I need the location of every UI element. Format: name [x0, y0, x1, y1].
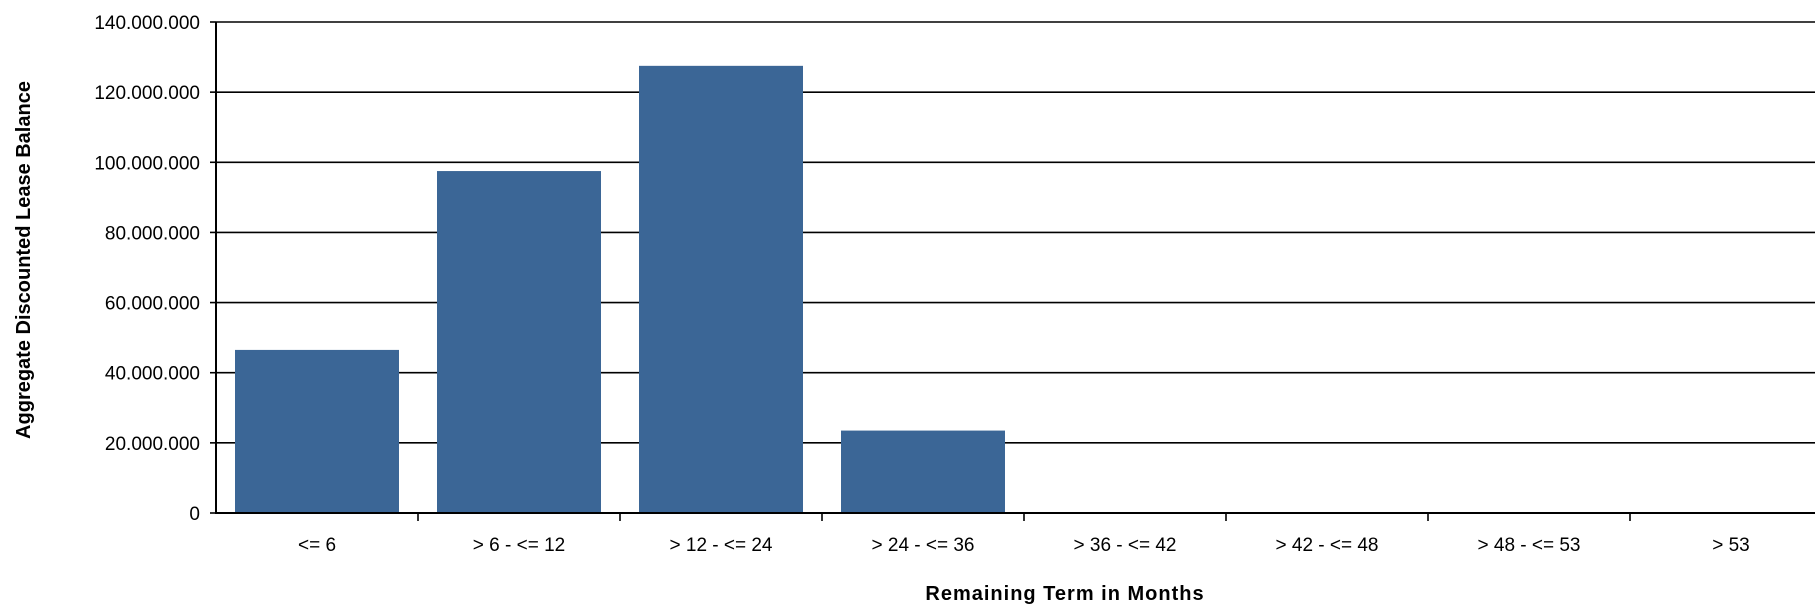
x-tick-label: <= 6	[298, 535, 336, 556]
bar	[639, 65, 803, 513]
bar	[437, 171, 601, 513]
y-tick-label: 100.000.000	[94, 153, 200, 174]
x-tick-labels: <= 6 > 6 - <= 12 > 12 - <= 24 > 24 - <= 36 >…	[298, 535, 1750, 556]
x-tick-label: > 53	[1712, 535, 1750, 556]
y-tick-label: 0	[189, 504, 200, 525]
y-tick-labels: 0 20.000.000 40.000.000 60.000.000 80.000.00…	[94, 13, 200, 525]
bars	[235, 65, 1005, 513]
y-tick-label: 60.000.000	[105, 294, 200, 315]
y-tick-label: 20.000.000	[105, 434, 200, 455]
x-tick-label: > 24 - <= 36	[872, 535, 975, 556]
y-tick-label: 120.000.000	[94, 83, 200, 104]
x-tick-label: > 6 - <= 12	[473, 535, 565, 556]
x-tick-label: > 12 - <= 24	[670, 535, 773, 556]
x-tick-label: > 42 - <= 48	[1276, 535, 1379, 556]
axes	[210, 21, 1815, 521]
y-tick-label: 40.000.000	[105, 364, 200, 385]
x-axis-title: Remaining Term in Months	[925, 583, 1204, 605]
y-axis-title: Aggregate Discounted Lease Balance	[13, 81, 35, 439]
y-tick-label: 140.000.000	[94, 13, 200, 34]
bar	[841, 430, 1005, 513]
bar	[235, 349, 399, 513]
y-tick-label: 80.000.000	[105, 223, 200, 244]
x-tick-label: > 36 - <= 42	[1074, 535, 1177, 556]
x-tick-label: > 48 - <= 53	[1478, 535, 1581, 556]
